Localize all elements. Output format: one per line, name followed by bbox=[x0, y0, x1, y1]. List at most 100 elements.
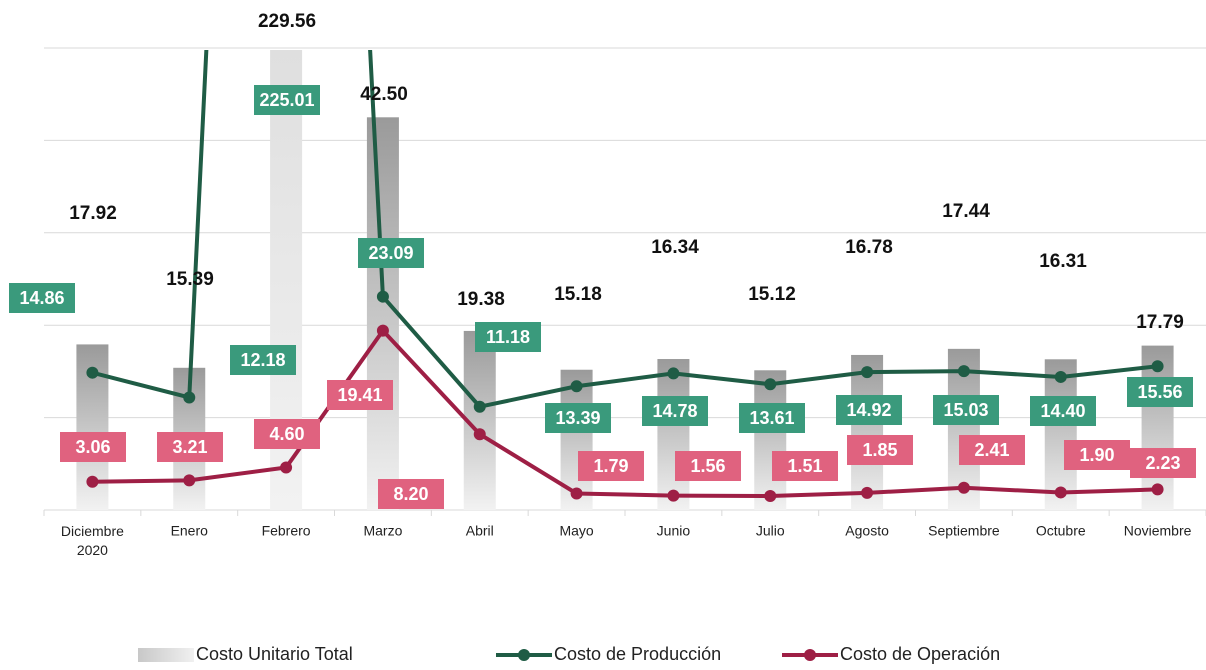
x-tick-label: Junio bbox=[657, 523, 691, 539]
data-label: 14.86 bbox=[19, 288, 64, 308]
point bbox=[376, 290, 389, 303]
x-tick-label: Mayo bbox=[559, 523, 593, 539]
line bbox=[92, 327, 1158, 499]
data-label-box bbox=[475, 322, 541, 352]
data-label: 12.18 bbox=[240, 350, 285, 370]
bar bbox=[1044, 359, 1077, 510]
data-label-box bbox=[254, 85, 320, 115]
data-label-box bbox=[545, 403, 611, 433]
x-tick-label: Abril bbox=[466, 523, 494, 539]
line bbox=[91, 50, 1158, 409]
data-label-box bbox=[1130, 448, 1196, 478]
data-label: 13.39 bbox=[555, 408, 600, 428]
point bbox=[473, 400, 486, 413]
point bbox=[570, 380, 583, 393]
point bbox=[1054, 370, 1067, 383]
data-label-box bbox=[847, 435, 913, 465]
data-label: 14.78 bbox=[652, 401, 697, 421]
data-label-box bbox=[836, 395, 902, 425]
data-label: 16.78 bbox=[845, 237, 893, 258]
point bbox=[957, 365, 970, 378]
data-label: 14.92 bbox=[846, 400, 891, 420]
legend-label: Costo de Operación bbox=[840, 644, 1000, 664]
data-label: 17.79 bbox=[1136, 312, 1184, 333]
point bbox=[280, 461, 293, 474]
data-label: 1.79 bbox=[593, 456, 628, 476]
data-label: 11.18 bbox=[486, 327, 530, 347]
bar bbox=[1141, 345, 1174, 510]
data-label-box bbox=[254, 419, 320, 449]
data-label: 2.41 bbox=[974, 440, 1009, 460]
data-label: 3.06 bbox=[75, 437, 110, 457]
data-label: 15.12 bbox=[748, 284, 796, 305]
x-tick-label: Febrero bbox=[262, 523, 311, 539]
data-label: 3.21 bbox=[172, 437, 207, 457]
data-label-box bbox=[933, 395, 999, 425]
x-tick-label: Octubre bbox=[1036, 523, 1086, 539]
x-tick-label: Marzo bbox=[363, 523, 402, 539]
data-label: 14.40 bbox=[1040, 401, 1085, 421]
point bbox=[861, 486, 874, 499]
data-label: 1.51 bbox=[787, 456, 822, 476]
data-label-box bbox=[1030, 396, 1096, 426]
data-label-box bbox=[157, 432, 223, 462]
data-label: 13.61 bbox=[749, 408, 794, 428]
point bbox=[376, 324, 389, 337]
data-label-box bbox=[959, 435, 1025, 465]
point bbox=[183, 474, 196, 487]
data-label: 1.90 bbox=[1079, 445, 1114, 465]
data-label-box bbox=[1064, 440, 1130, 470]
data-label: 23.09 bbox=[368, 243, 413, 263]
bar bbox=[754, 370, 787, 510]
data-label: 19.41 bbox=[337, 385, 382, 405]
point bbox=[764, 378, 777, 391]
point bbox=[957, 481, 970, 494]
data-label: 17.44 bbox=[942, 201, 990, 222]
data-label: 4.60 bbox=[269, 424, 304, 444]
data-label: 42.50 bbox=[360, 84, 408, 105]
data-label-box bbox=[9, 283, 75, 313]
point bbox=[86, 475, 99, 488]
data-label-box bbox=[230, 345, 296, 375]
point bbox=[667, 367, 680, 380]
point bbox=[570, 487, 583, 500]
data-label: 19.38 bbox=[457, 289, 505, 310]
data-label: 2.23 bbox=[1145, 453, 1180, 473]
point bbox=[667, 489, 680, 502]
point bbox=[473, 428, 486, 441]
x-tick-label: Enero bbox=[171, 523, 209, 539]
data-label-box bbox=[60, 432, 126, 462]
x-tick-label: Agosto bbox=[845, 523, 889, 539]
bar bbox=[366, 117, 399, 511]
data-label: 15.39 bbox=[166, 269, 214, 290]
data-label: 16.31 bbox=[1039, 251, 1087, 272]
data-label: 1.85 bbox=[862, 440, 897, 460]
data-label: 15.56 bbox=[1137, 382, 1182, 402]
x-tick-label: Julio bbox=[756, 523, 785, 539]
data-label-box bbox=[642, 396, 708, 426]
point bbox=[1151, 360, 1164, 373]
data-label: 229.56 bbox=[258, 11, 316, 32]
point bbox=[861, 366, 874, 379]
data-label: 1.56 bbox=[690, 456, 725, 476]
bar bbox=[851, 354, 884, 510]
legend-marker bbox=[804, 649, 816, 661]
data-label: 16.34 bbox=[651, 237, 699, 258]
point bbox=[1054, 486, 1067, 499]
data-label-box bbox=[358, 238, 424, 268]
data-label-box bbox=[772, 451, 838, 481]
legend-label: Costo de Producción bbox=[554, 644, 721, 664]
legend-swatch bbox=[138, 648, 194, 662]
point bbox=[86, 366, 99, 379]
point bbox=[1151, 483, 1164, 496]
x-tick-label: Diciembre 2020 bbox=[61, 523, 124, 558]
x-tick-label: Septiembre bbox=[928, 523, 1000, 539]
data-label-box bbox=[1127, 377, 1193, 407]
legend-label: Costo Unitario Total bbox=[196, 644, 353, 664]
legend-marker bbox=[518, 649, 530, 661]
bar bbox=[657, 359, 690, 510]
data-label: 8.20 bbox=[393, 484, 428, 504]
point bbox=[183, 391, 196, 404]
data-label-box bbox=[739, 403, 805, 433]
